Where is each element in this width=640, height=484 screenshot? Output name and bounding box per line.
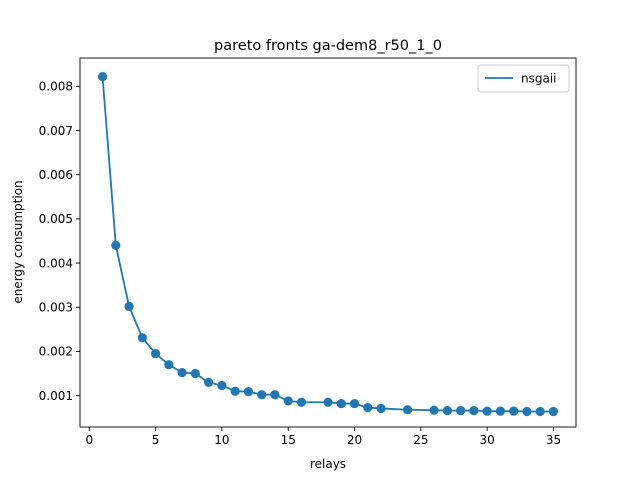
x-tick-label: 5 — [152, 433, 160, 447]
y-tick-label: 0.006 — [39, 168, 73, 182]
x-tick-label: 30 — [480, 433, 495, 447]
data-point — [204, 377, 214, 387]
data-point — [177, 368, 187, 378]
data-point — [323, 397, 333, 407]
x-tick-label: 25 — [413, 433, 428, 447]
data-point — [469, 406, 479, 416]
data-point — [442, 406, 452, 416]
data-point — [190, 368, 200, 379]
data-point — [495, 406, 506, 416]
chart-title: pareto fronts ga-dem8_r50_1_0 — [214, 38, 442, 54]
y-axis-label: energy consumption — [11, 180, 25, 303]
data-point — [376, 403, 386, 414]
data-point — [243, 387, 254, 397]
y-tick-label: 0.004 — [39, 256, 73, 270]
data-point — [270, 390, 280, 400]
data-point — [97, 71, 108, 82]
y-tick-label: 0.003 — [39, 301, 73, 315]
x-axis-label: relays — [310, 457, 346, 471]
y-tick-label: 0.001 — [39, 389, 73, 403]
legend: nsgaii — [477, 64, 570, 93]
x-tick-label: 10 — [214, 433, 229, 447]
legend-label-nsgaii: nsgaii — [521, 72, 557, 86]
data-point — [150, 349, 161, 359]
x-tick-label: 0 — [85, 433, 93, 447]
data-point — [429, 405, 439, 415]
tick-layer: 0 5 10 15 20 25 30 35 0.001 0.002 0.003 0.004 0.005 0… — [39, 80, 561, 447]
data-point — [522, 406, 532, 417]
data-point — [535, 406, 545, 417]
data-point — [283, 396, 293, 406]
y-tick-label: 0.002 — [39, 345, 73, 359]
data-point — [164, 360, 174, 370]
data-point — [456, 406, 466, 416]
data-point — [137, 333, 147, 343]
y-tick-label: 0.005 — [39, 212, 73, 226]
data-point — [111, 240, 121, 250]
y-tick-label: 0.007 — [39, 124, 73, 138]
x-tick-label: 15 — [281, 433, 296, 447]
x-tick-label: 35 — [546, 433, 561, 447]
plot-frame — [79, 57, 577, 428]
data-point — [402, 405, 413, 415]
data-point — [482, 406, 492, 416]
data-point — [548, 406, 559, 417]
data-point — [336, 398, 346, 409]
data-point — [296, 397, 307, 407]
series-layer — [97, 71, 559, 417]
data-point — [509, 406, 519, 416]
data-point — [257, 390, 267, 400]
data-point — [124, 301, 134, 311]
data-point — [349, 398, 360, 409]
x-tick-label: 20 — [347, 433, 362, 447]
data-point — [363, 402, 373, 413]
data-point — [217, 380, 227, 391]
y-tick-label: 0.008 — [39, 80, 73, 94]
data-point — [230, 386, 240, 396]
legend-box — [477, 64, 570, 93]
